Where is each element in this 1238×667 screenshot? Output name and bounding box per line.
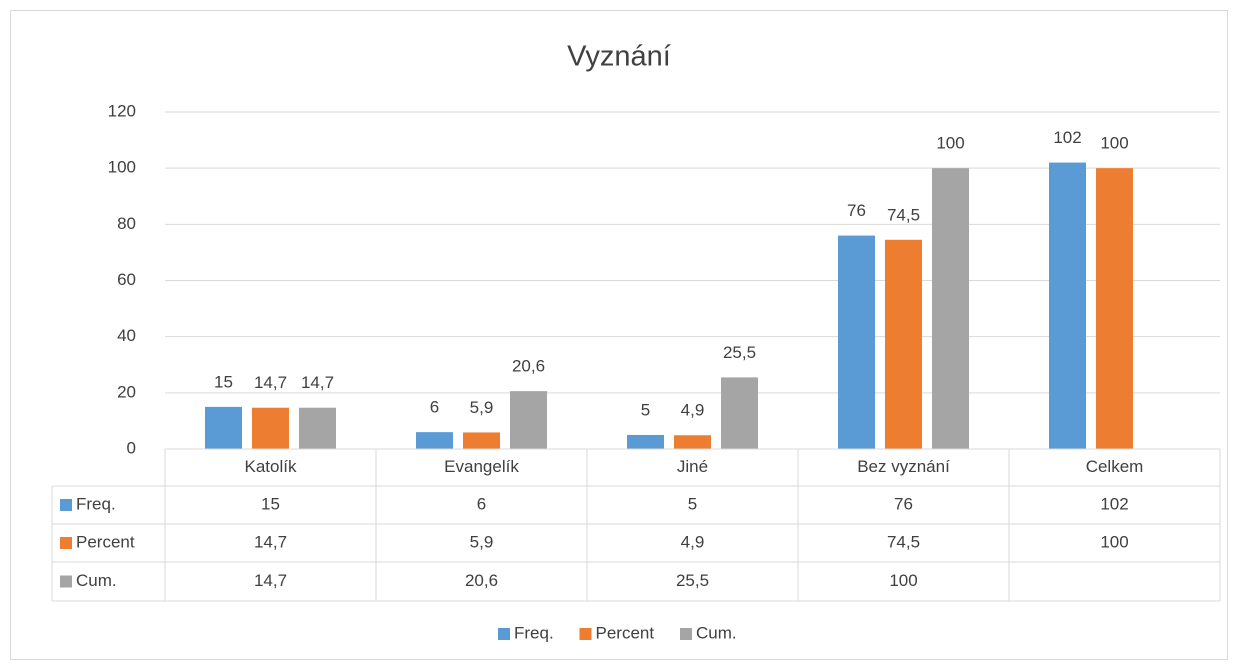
bar (1096, 168, 1133, 449)
bar (885, 239, 922, 449)
bar (299, 407, 336, 449)
table-cell: 100 (1100, 532, 1128, 551)
table-legend-key (60, 537, 72, 549)
y-tick-label: 100 (108, 158, 136, 177)
y-tick-label: 80 (117, 214, 136, 233)
data-label: 20,6 (512, 357, 545, 376)
legend-label: Cum. (696, 623, 737, 642)
table-cell: 6 (477, 494, 486, 513)
data-label: 100 (936, 134, 964, 153)
legend-key (498, 628, 510, 640)
legend-label: Percent (596, 623, 655, 642)
bar (838, 235, 875, 449)
bar (463, 432, 500, 449)
data-label: 15 (214, 372, 233, 391)
bar (932, 168, 969, 449)
table-cell: 100 (889, 571, 917, 590)
bar (416, 432, 453, 449)
data-label: 74,5 (887, 205, 920, 224)
y-tick-label: 40 (117, 326, 136, 345)
table-cell: 74,5 (887, 532, 920, 551)
bar (510, 391, 547, 449)
bar (674, 435, 711, 449)
data-label: 25,5 (723, 343, 756, 362)
x-tick-label: Jiné (677, 457, 708, 476)
table-cell: 14,7 (254, 571, 287, 590)
table-row-header: Cum. (76, 571, 117, 590)
x-tick-label: Evangelík (444, 457, 519, 476)
y-tick-label: 20 (117, 382, 136, 401)
table-cell: 4,9 (681, 532, 705, 551)
table-cell: 5 (688, 494, 697, 513)
y-tick-label: 120 (108, 101, 136, 120)
legend-key (680, 628, 692, 640)
table-cell: 5,9 (470, 532, 494, 551)
y-tick-label: 60 (117, 270, 136, 289)
table-row-header: Freq. (76, 494, 116, 513)
data-label: 14,7 (254, 373, 287, 392)
table-cell: 15 (261, 494, 280, 513)
data-label: 5 (641, 400, 650, 419)
data-label: 4,9 (681, 401, 705, 420)
y-tick-label: 0 (127, 438, 136, 457)
x-tick-label: Celkem (1086, 457, 1144, 476)
data-label: 6 (430, 398, 439, 417)
chart-title: Vyznání (567, 41, 671, 73)
table-cell: 102 (1100, 494, 1128, 513)
x-tick-label: Katolík (245, 457, 297, 476)
legend-label: Freq. (514, 623, 554, 642)
bar (252, 407, 289, 449)
table-cell: 76 (894, 494, 913, 513)
table-row-header: Percent (76, 532, 135, 551)
table-cell: 14,7 (254, 532, 287, 551)
bar (1049, 162, 1086, 450)
table-legend-key (60, 499, 72, 511)
bar (721, 377, 758, 449)
data-label: 5,9 (470, 398, 494, 417)
data-label: 14,7 (301, 373, 334, 392)
chart-frame (10, 10, 1228, 660)
table-legend-key (60, 575, 72, 588)
bar (627, 434, 664, 449)
table-cell: 25,5 (676, 571, 709, 590)
table-cell: 20,6 (465, 571, 498, 590)
data-label: 76 (847, 201, 866, 220)
x-tick-label: Bez vyznání (857, 457, 950, 476)
data-label: 100 (1100, 134, 1128, 153)
bar (205, 406, 242, 449)
legend-key (579, 628, 592, 640)
data-label: 102 (1053, 128, 1081, 147)
